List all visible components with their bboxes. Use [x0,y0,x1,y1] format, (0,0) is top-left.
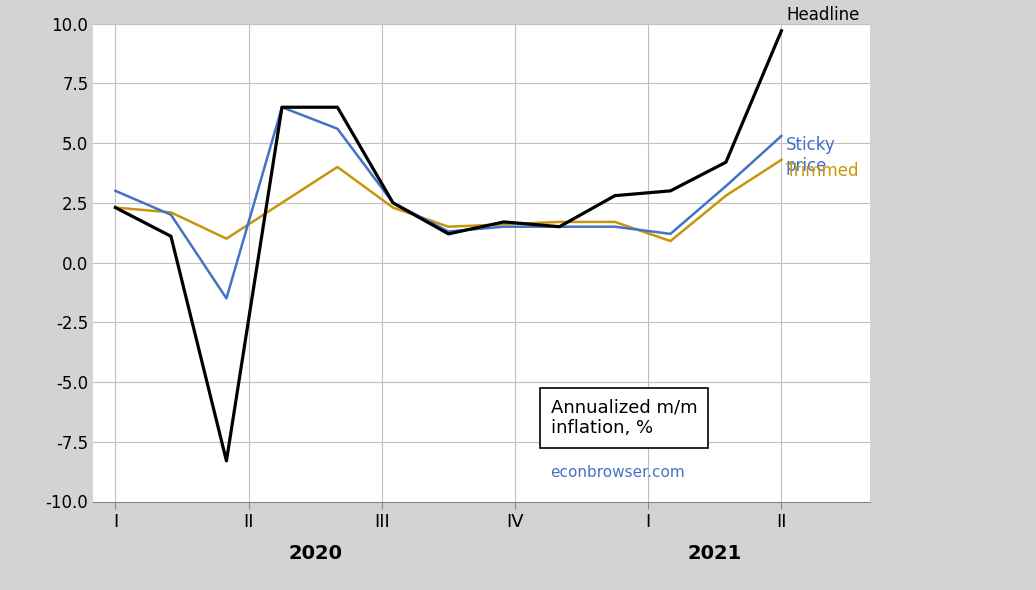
Text: 2021: 2021 [688,544,742,563]
Text: Annualized m/m
inflation, %: Annualized m/m inflation, % [550,398,697,437]
Text: Trimmed: Trimmed [786,162,859,180]
Text: Sticky
price: Sticky price [786,136,836,175]
Text: econbrowser.com: econbrowser.com [550,466,685,480]
Text: Headline: Headline [786,5,859,24]
Text: 2020: 2020 [288,544,342,563]
